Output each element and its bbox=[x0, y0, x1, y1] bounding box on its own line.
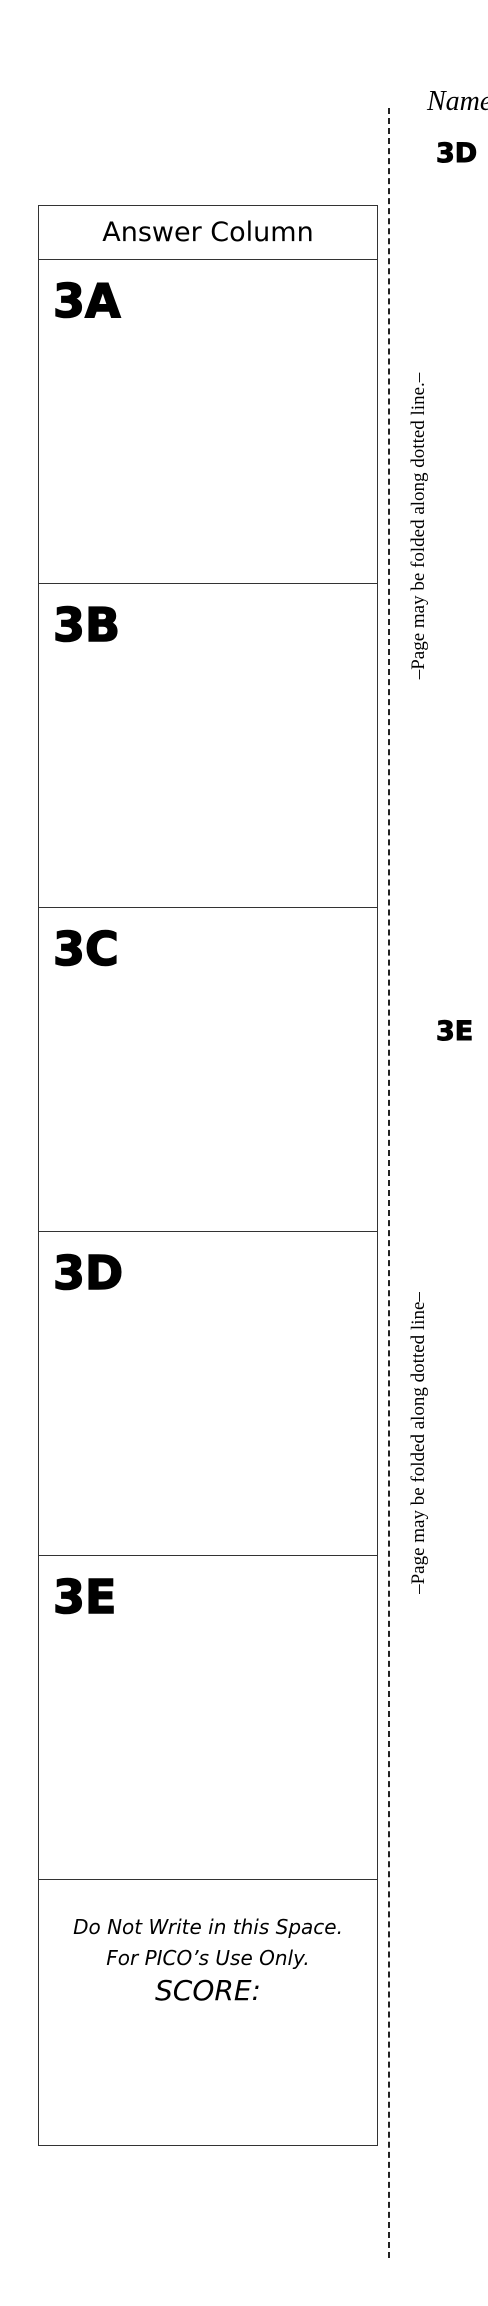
answer-cell-3e[interactable]: 3E bbox=[39, 1556, 377, 1880]
answer-cell-3b[interactable]: 3B bbox=[39, 584, 377, 908]
fold-instruction-upper: –Page may be folded along dotted line.– bbox=[408, 372, 429, 680]
score-label: SCORE: bbox=[155, 1974, 261, 2007]
answer-column: Answer Column 3A 3B 3C 3D 3E Do Not Writ… bbox=[38, 205, 378, 2146]
fold-instruction-lower: –Page may be folded along dotted line– bbox=[408, 1292, 429, 1594]
answer-cell-label: 3D bbox=[52, 1245, 124, 1301]
name-label: Name bbox=[427, 86, 488, 117]
answer-cell-label: 3C bbox=[52, 921, 119, 977]
answer-cell-label: 3E bbox=[52, 1569, 117, 1625]
question-label-3d: 3D bbox=[435, 138, 478, 170]
score-box: Do Not Write in this Space. For PICO’s U… bbox=[39, 1880, 377, 2008]
answer-cell-3c[interactable]: 3C bbox=[39, 908, 377, 1232]
question-label-3e: 3E bbox=[435, 1016, 474, 1048]
answer-cell-label: 3A bbox=[52, 273, 121, 329]
score-note-line1: Do Not Write in this Space. bbox=[73, 1915, 343, 1939]
score-note-line2: For PICO’s Use Only. bbox=[106, 1946, 310, 1970]
answer-cell-3d[interactable]: 3D bbox=[39, 1232, 377, 1556]
answer-cell-3a[interactable]: 3A bbox=[39, 260, 377, 584]
answer-cell-label: 3B bbox=[52, 597, 121, 653]
answer-column-title: Answer Column bbox=[39, 206, 377, 260]
fold-line bbox=[388, 108, 390, 2258]
